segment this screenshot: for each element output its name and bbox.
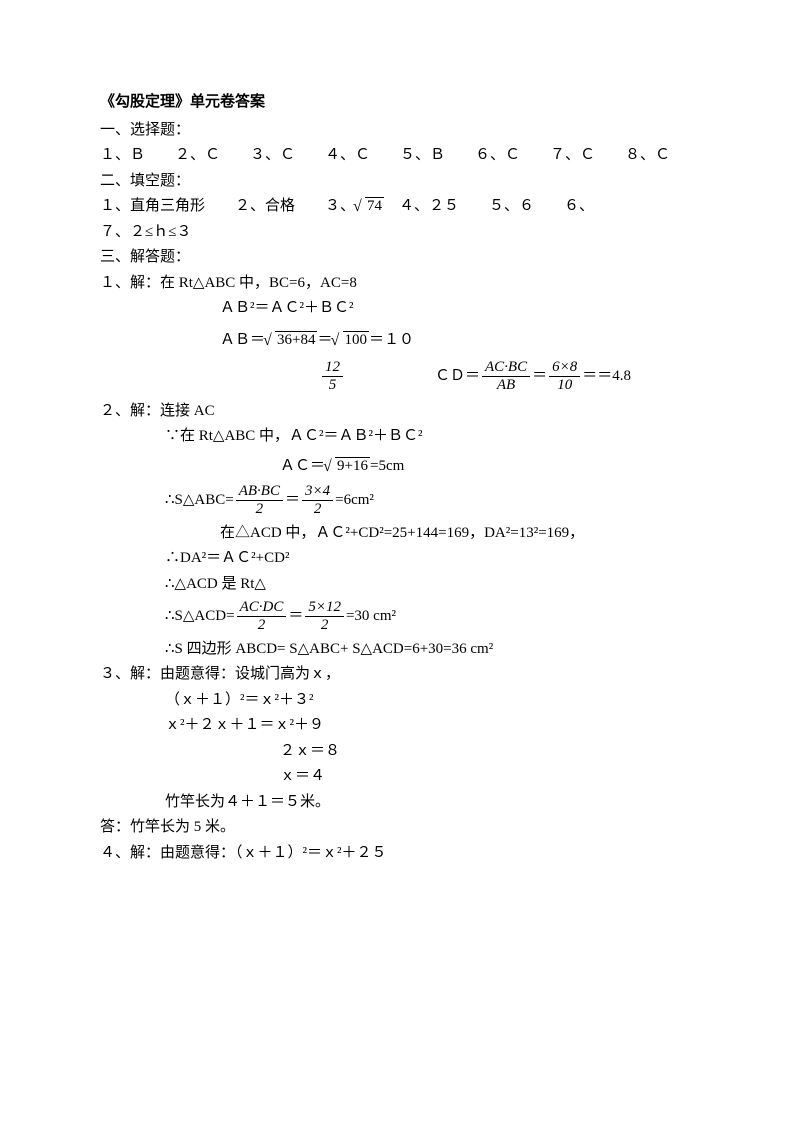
sqrt-9-16: 9+16 <box>325 454 370 480</box>
cd-pre: ＣＤ＝ <box>435 368 480 384</box>
q4-l1: ４、解：由题意得：（ｘ＋１）²＝ｘ²＋２５ <box>100 841 700 867</box>
q1-l1: １、解：在 Rt△ABC 中，BC=6，AC=8 <box>100 271 700 297</box>
q2-l8: ∴S△ACD=AC·DC2＝5×122=30 cm² <box>100 599 700 635</box>
page-title: 《勾股定理》单元卷答案 <box>100 90 700 116</box>
cd-post: ＝＝4.8 <box>582 368 631 384</box>
frac-acbc-ab: AC·BCAB <box>482 359 530 395</box>
frac-acdc-2: AC·DC2 <box>237 599 287 635</box>
q3-l4: ２ｘ＝８ <box>100 739 700 765</box>
q1-cd-row: 12 5 ＣＤ＝AC·BCAB＝6×810＝＝4.8 <box>320 359 700 395</box>
q3-l2: （ｘ＋１）²＝ｘ²＋３² <box>100 688 700 714</box>
q2-l3b: =5cm <box>370 458 404 474</box>
q3-l1: ３、解：由题意得：设城门高为ｘ， <box>100 662 700 688</box>
q1-l3c: ＝１０ <box>369 332 414 348</box>
q2-l4pre: ∴S△ABC= <box>165 492 234 508</box>
q2-l3: ＡＣ＝9+16=5cm <box>100 454 700 480</box>
q2-l2: ∵在 Rt△ABC 中，ＡＣ²＝ＡＢ²＋ＢＣ² <box>100 424 700 450</box>
fill-line1b: ４、２５ ５、６ ６、 <box>384 198 594 214</box>
sqrt-36-84: 36+84 <box>265 328 317 354</box>
frac-6x8-10: 6×810 <box>549 359 580 395</box>
q2-l3a: ＡＣ＝ <box>280 458 325 474</box>
fill-line1a: １、直角三角形 ２、合格 ３、 <box>100 198 355 214</box>
frac-5x12-2: 5×122 <box>305 599 344 635</box>
frac-12-5: 12 5 <box>322 359 343 395</box>
sqrt-100: 100 <box>333 328 370 354</box>
q3-l6: 竹竿长为４＋１＝５米。 <box>100 790 700 816</box>
section1-heading: 一、选择题： <box>100 118 700 144</box>
fill-line1: １、直角三角形 ２、合格 ３、74 ４、２５ ５、６ ６、 <box>100 194 700 220</box>
q2-l9: ∴S 四边形 ABCD= S△ABC+ S△ACD=6+30=36 cm² <box>100 637 700 663</box>
q3-l3: ｘ²＋２ｘ＋１＝ｘ²＋９ <box>100 713 700 739</box>
q1-l3: ＡＢ＝36+84＝100＝１０ <box>100 328 700 354</box>
q2-l1: ２、解：连接 AC <box>100 399 700 425</box>
q2-l4post: =6cm² <box>335 492 374 508</box>
q2-l6: ∴DA²＝ＡＣ²+CD² <box>100 546 700 572</box>
q1-l2: ＡＢ²＝ＡＣ²＋ＢＣ² <box>100 296 700 322</box>
section2-heading: 二、填空题： <box>100 169 700 195</box>
q1-cd: ＣＤ＝AC·BCAB＝6×810＝＝4.8 <box>435 359 631 395</box>
q2-l5: 在△ACD 中，ＡＣ²+CD²=25+144=169，DA²=13²=169， <box>100 521 700 547</box>
q2-l4: ∴S△ABC=AB·BC2＝3×42=6cm² <box>100 483 700 519</box>
q2-l7: ∴△ACD 是 Rt△ <box>100 572 700 598</box>
q3-l5: ｘ＝４ <box>100 764 700 790</box>
q2-l8post: =30 cm² <box>346 608 396 624</box>
section3-heading: 三、解答题： <box>100 245 700 271</box>
frac-abbc-2: AB·BC2 <box>236 483 283 519</box>
q1-l3a: ＡＢ＝ <box>220 332 265 348</box>
sqrt-74: 74 <box>355 194 384 220</box>
frac-3x4-2: 3×42 <box>302 483 333 519</box>
mc-answers: １、Ｂ ２、Ｃ ３、Ｃ ４、Ｃ ５、Ｂ ６、Ｃ ７、Ｃ ８、Ｃ <box>100 143 700 169</box>
q2-l8pre: ∴S△ACD= <box>165 608 235 624</box>
q3-l7: 答：竹竿长为 5 米。 <box>100 815 700 841</box>
fill-line2: ７、２≤ｈ≤３ <box>100 220 700 246</box>
